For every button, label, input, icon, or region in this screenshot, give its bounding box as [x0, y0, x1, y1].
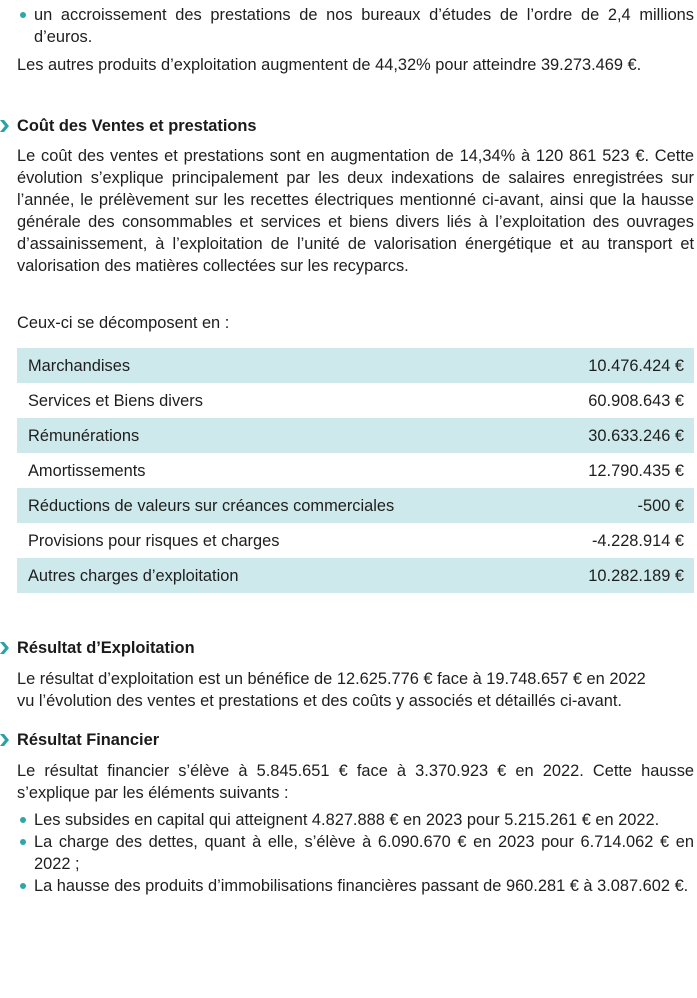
- chevron-right-icon: [0, 734, 9, 746]
- section-heading-label: Résultat d’Exploitation: [17, 639, 195, 657]
- resultat-exploitation-paragraph: Le résultat d’exploitation est un bénéfi…: [0, 668, 697, 712]
- chevron-right-icon: [0, 120, 9, 132]
- chevron-right-icon: [0, 642, 9, 654]
- list-item: Les subsides en capital qui atteignent 4…: [0, 809, 697, 831]
- list-item: La charge des dettes, quant à elle, s’él…: [0, 831, 697, 875]
- section-heading-cout-ventes: Coût des Ventes et prestations: [0, 115, 697, 137]
- row-value: -4.228.914 €: [591, 531, 684, 550]
- list-item: un accroissement des prestations de nos …: [0, 4, 697, 48]
- list-item: La hausse des produits d’immobilisations…: [0, 875, 697, 897]
- table-row: Réductions de valeurs sur créances comme…: [17, 488, 694, 523]
- row-value: 30.633.246 €: [545, 418, 694, 453]
- table-row: Autres charges d’exploitation 10.282.189…: [17, 558, 694, 593]
- row-value: 10.476.424 €: [545, 348, 694, 383]
- row-label: Réductions de valeurs sur créances comme…: [17, 488, 546, 523]
- section-heading-resultat-financier: Résultat Financier: [0, 729, 697, 751]
- cout-ventes-paragraph: Le coût des ventes et prestations sont e…: [17, 147, 694, 275]
- paragraph-line: Le résultat d’exploitation est un bénéfi…: [17, 670, 646, 688]
- resultat-financier-paragraph: Le résultat financier s’élève à 5.845.65…: [17, 762, 694, 802]
- section-heading-resultat-exploitation: Résultat d’Exploitation: [0, 637, 697, 659]
- table-row: Services et Biens divers 60.908.643 €: [17, 383, 694, 418]
- decomposition-intro: Ceux-ci se décomposent en :: [17, 314, 230, 332]
- row-label: Autres charges d’exploitation: [17, 558, 546, 593]
- section-heading-label: Résultat Financier: [17, 731, 160, 749]
- resultat-financier-bullet-list: Les subsides en capital qui atteignent 4…: [0, 809, 697, 897]
- row-label: Marchandises: [17, 348, 546, 383]
- intro-bullet-list: un accroissement des prestations de nos …: [0, 4, 697, 48]
- row-label: Services et Biens divers: [28, 391, 203, 410]
- cost-breakdown-table: Marchandises 10.476.424 € Services et Bi…: [17, 348, 694, 593]
- row-value: 12.790.435 €: [588, 461, 684, 480]
- section-heading-label: Coût des Ventes et prestations: [17, 117, 257, 135]
- row-label: Amortissements: [28, 461, 146, 480]
- row-label: Rémunérations: [17, 418, 546, 453]
- table-row: Rémunérations 30.633.246 €: [17, 418, 694, 453]
- row-value: 60.908.643 €: [588, 391, 684, 410]
- table-row: Provisions pour risques et charges -4.22…: [17, 523, 694, 558]
- row-label: Provisions pour risques et charges: [28, 531, 280, 550]
- row-value: -500 €: [545, 488, 694, 523]
- table-row: Amortissements 12.790.435 €: [17, 453, 694, 488]
- autres-produits-paragraph: Les autres produits d’exploitation augme…: [17, 56, 642, 74]
- table-row: Marchandises 10.476.424 €: [17, 348, 694, 383]
- row-value: 10.282.189 €: [545, 558, 694, 593]
- paragraph-line: vu l’évolution des ventes et prestations…: [17, 692, 622, 710]
